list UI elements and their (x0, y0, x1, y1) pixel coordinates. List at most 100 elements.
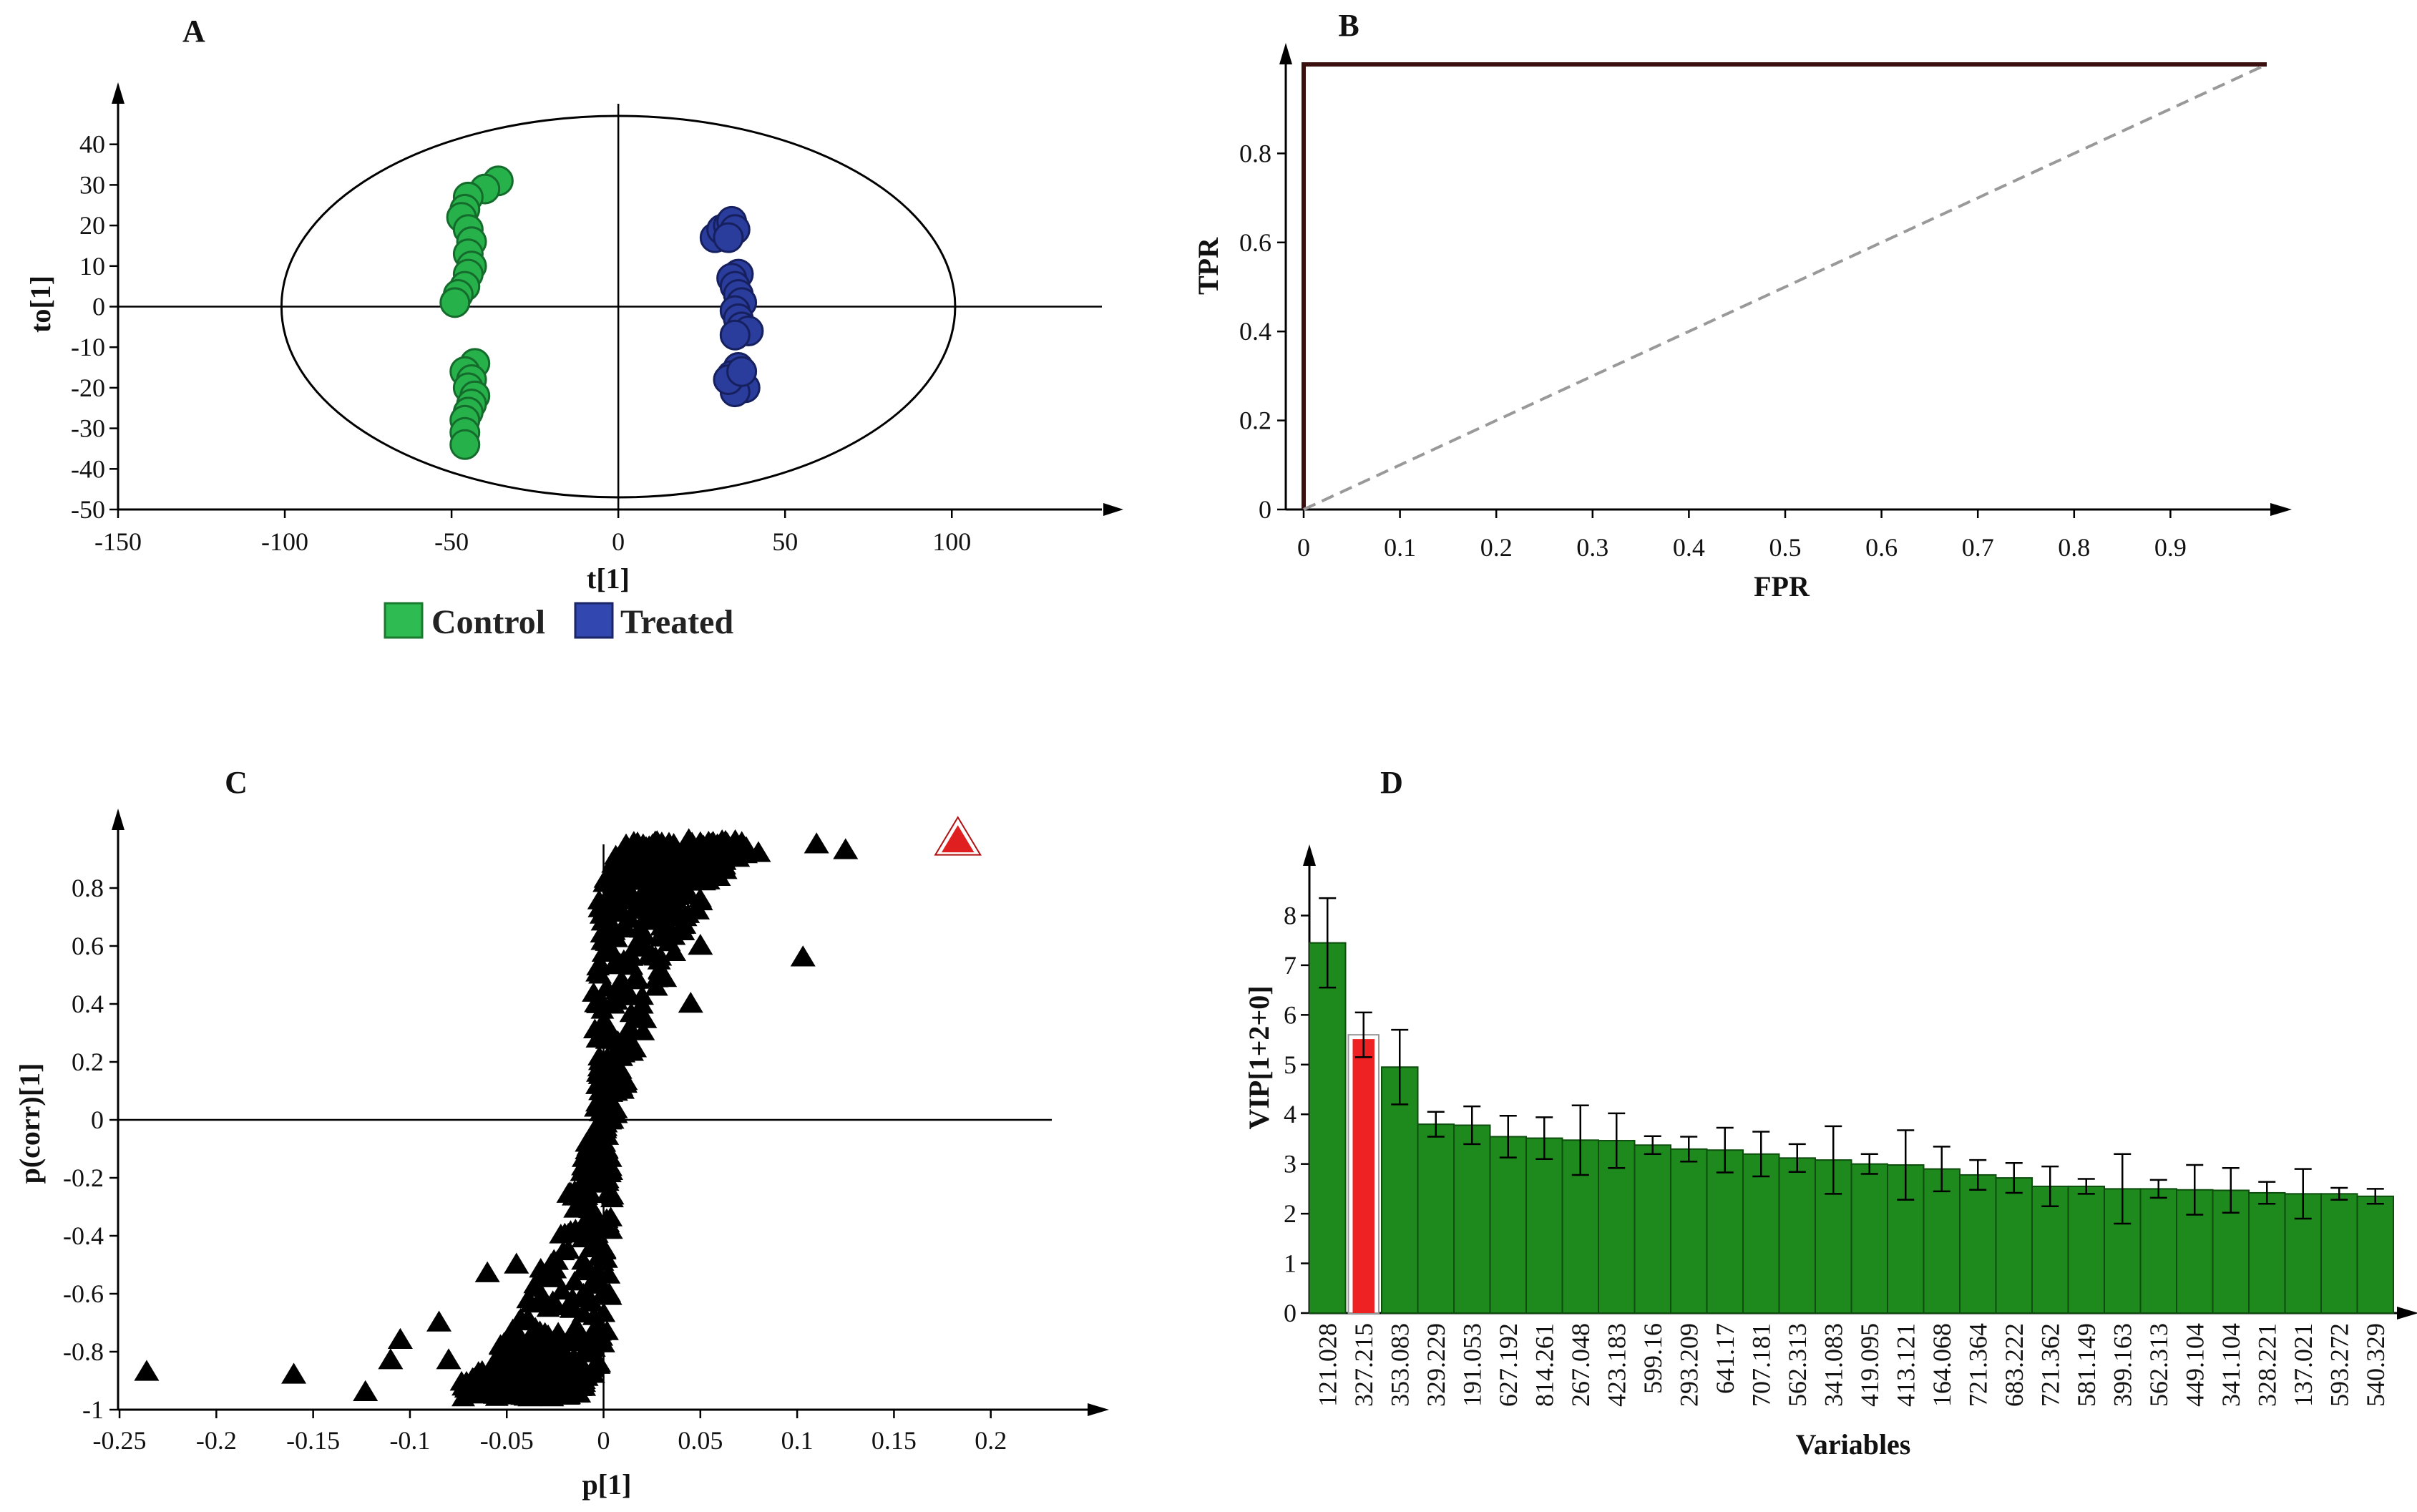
b-xtick-label: 0.5 (1769, 533, 1802, 562)
d-y-arrow (1303, 844, 1316, 866)
d-bar (1995, 1177, 2033, 1314)
treated-point (719, 319, 751, 351)
panel-d-label: D (1380, 765, 1403, 800)
a-xtick-label: -150 (94, 527, 142, 556)
c-variable-point (601, 901, 625, 921)
d-ytick-label: 6 (1284, 1000, 1297, 1029)
d-category-label: 353.083 (1385, 1323, 1414, 1407)
c-outlier-point (688, 934, 713, 955)
c-variable-point (577, 1327, 602, 1347)
b-xtick-label: 0.1 (1384, 533, 1416, 562)
d-category-label: 593.272 (2325, 1323, 2353, 1407)
d-x-arrow (2397, 1307, 2417, 1320)
d-bar (1778, 1157, 1816, 1315)
a-ytick-label: -30 (71, 414, 105, 443)
d-category-label: 581.149 (2072, 1323, 2101, 1407)
d-category-label: 341.104 (2217, 1323, 2245, 1407)
c-variable-point (585, 1313, 610, 1334)
c-variable-point (579, 1183, 603, 1204)
d-bar (1598, 1140, 1636, 1315)
d-bar (2248, 1191, 2286, 1315)
d-ytick-label: 1 (1284, 1249, 1297, 1278)
b-y-arrow (1279, 43, 1292, 64)
d-category-label: 721.364 (1963, 1323, 1992, 1407)
b-reference-line (1303, 63, 2267, 511)
d-category-label: 683.222 (2000, 1323, 2028, 1407)
a-x-arrow (1103, 503, 1123, 516)
d-ytick-label: 0 (1284, 1299, 1297, 1327)
c-variable-point (545, 1250, 570, 1270)
a-xtick-label: -100 (261, 527, 308, 556)
d-ytick-label: 2 (1284, 1199, 1297, 1228)
d-bar (1923, 1168, 1961, 1314)
c-variable-point (584, 992, 608, 1013)
c-xtick-label: -0.2 (196, 1426, 237, 1455)
c-xtick-label: -0.25 (93, 1426, 147, 1455)
c-variable-point (622, 889, 647, 909)
panel-b-axes: 0 0.1 0.2 0.3 0.4 0.5 0.6 0.7 0.8 0.9 0 0.2 0.4 0.6 0.… (1239, 43, 2292, 562)
c-variable-point (577, 1342, 601, 1362)
c-variable-point (640, 881, 665, 902)
d-bar (1887, 1164, 1925, 1314)
d-bar (2320, 1193, 2358, 1315)
panel-b-ylabel: TPR (1192, 237, 1224, 295)
d-bar (2139, 1188, 2177, 1315)
legend-control-swatch (384, 602, 424, 639)
d-bar-highlight (1352, 1039, 1374, 1313)
c-highlight-point (941, 825, 975, 853)
c-xtick-label: -0.1 (389, 1426, 430, 1455)
c-variable-point (578, 1237, 602, 1257)
a-ytick-label: 20 (79, 211, 105, 240)
c-outlier-point (746, 841, 771, 862)
d-bar (1489, 1136, 1527, 1314)
c-variable-point (640, 944, 664, 965)
c-xtick-label: 0 (597, 1426, 610, 1455)
panel-d-xlabel: Variables (1796, 1428, 1911, 1460)
d-category-label: 341.083 (1819, 1323, 1847, 1407)
a-y-arrow (112, 82, 124, 104)
d-bar (2067, 1185, 2105, 1314)
c-variable-point (492, 1352, 517, 1372)
c-outlier-point (378, 1348, 404, 1370)
c-variable-point (605, 1042, 629, 1062)
d-category-label: 419.095 (1855, 1323, 1884, 1407)
a-hotelling-ellipse (280, 114, 957, 499)
c-variable-point (646, 871, 670, 891)
panel-a-ticks: -150 -100 -50 0 50 100-50-40-30-20-1001020304… (71, 130, 971, 556)
c-variable-point (580, 1124, 605, 1145)
a-xtick-label: 50 (772, 527, 798, 556)
treated-point (726, 356, 758, 387)
c-variable-point (547, 1379, 571, 1400)
c-variable-point (594, 1248, 618, 1268)
c-variable-point (600, 1187, 624, 1208)
a-ytick-label: 30 (79, 170, 105, 199)
control-point (449, 429, 481, 460)
c-variable-point (560, 1287, 585, 1307)
legend-treated-swatch (574, 602, 614, 639)
c-variable-point (603, 854, 628, 874)
a-ytick-label: 0 (92, 293, 105, 321)
a-xtick-label: -50 (434, 527, 469, 556)
d-category-label: 413.121 (1891, 1323, 1920, 1407)
c-variable-point (509, 1338, 534, 1358)
a-ytick-label: 10 (79, 252, 105, 281)
c-ytick-label: 0.6 (72, 932, 104, 960)
d-category-label: 721.362 (2036, 1323, 2064, 1407)
c-variable-point (653, 967, 678, 987)
a-xtick-label: 0 (612, 527, 625, 556)
c-variable-point (528, 1287, 552, 1308)
c-variable-point (510, 1382, 534, 1403)
c-variable-point (553, 1343, 577, 1363)
c-variable-point (623, 1038, 648, 1058)
c-outlier-point (281, 1362, 307, 1384)
c-variable-point (594, 1087, 618, 1108)
panel-c-xlabel: p[1] (582, 1468, 632, 1501)
b-ytick-label: 0.6 (1239, 228, 1271, 257)
c-xtick-label: 0.2 (975, 1426, 1007, 1455)
c-variable-point (524, 1320, 549, 1340)
d-category-label: 328.221 (2252, 1323, 2281, 1407)
c-variable-point (633, 925, 657, 945)
d-bar (1525, 1137, 1563, 1314)
d-category-label: 164.068 (1928, 1323, 1956, 1407)
c-variable-point (505, 1327, 529, 1347)
